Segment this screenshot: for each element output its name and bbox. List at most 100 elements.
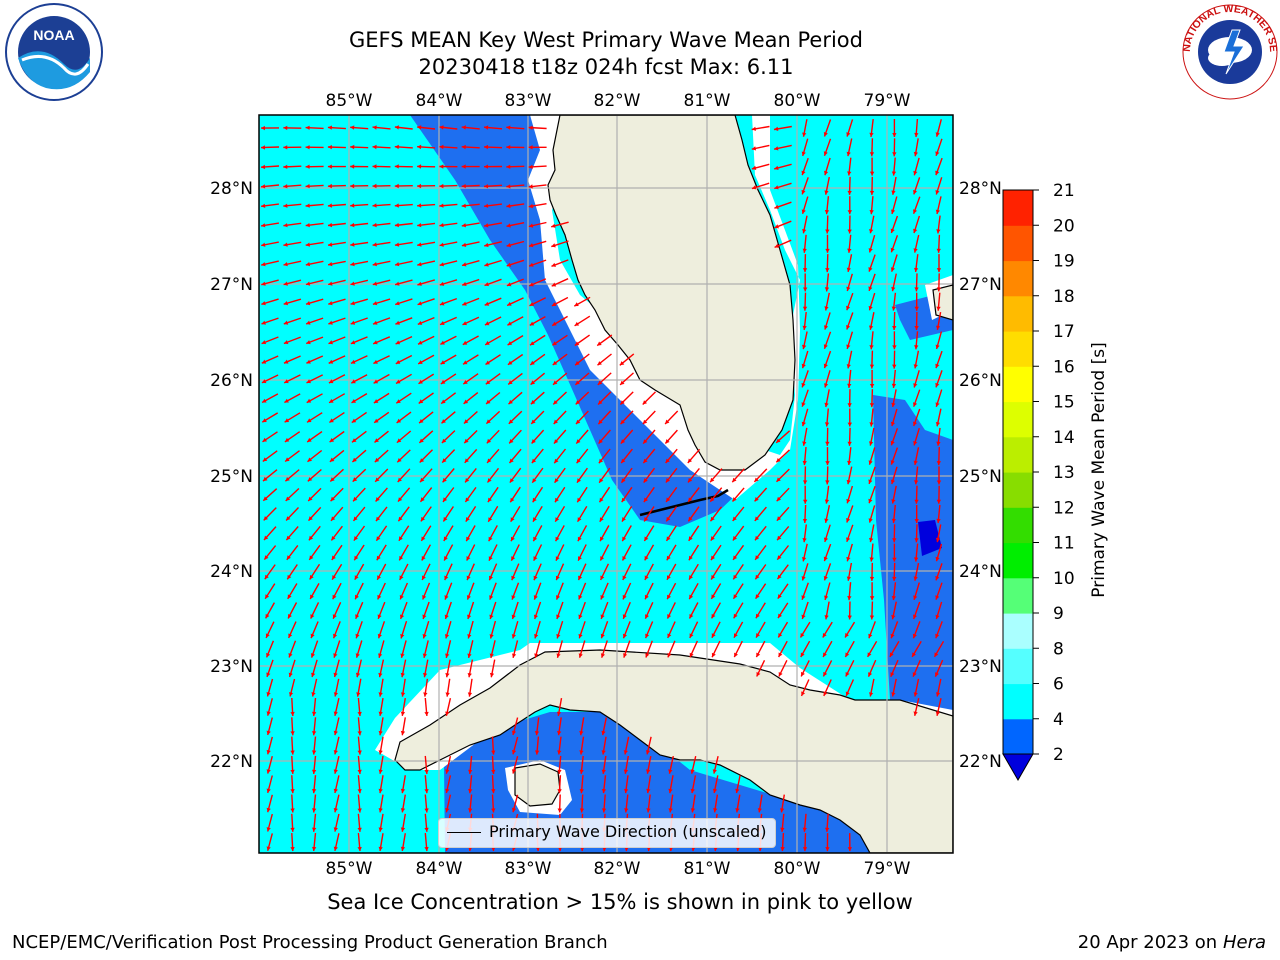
longitude-tick-label: 85°W <box>326 859 373 879</box>
wave-direction-arrow <box>397 506 410 522</box>
wave-direction-arrow <box>417 144 436 150</box>
wave-direction-arrow <box>688 563 699 580</box>
wave-direction-arrow <box>266 678 274 697</box>
wave-direction-arrow <box>441 430 456 444</box>
wave-direction-arrow <box>732 506 745 522</box>
wave-direction-arrow <box>599 525 610 542</box>
wave-direction-arrow <box>690 794 696 813</box>
wave-direction-arrow <box>913 215 921 234</box>
wave-direction-arrow <box>869 119 874 137</box>
wave-direction-arrow <box>311 678 318 697</box>
wave-direction-arrow <box>890 428 899 446</box>
wave-direction-arrow <box>287 621 297 639</box>
wave-direction-arrow <box>306 393 323 404</box>
wave-direction-arrow <box>892 562 897 581</box>
wave-direction-arrow <box>869 543 874 562</box>
latitude-tick-label: 28°N <box>210 179 253 199</box>
wave-direction-arrow <box>666 563 677 581</box>
wave-direction-arrow <box>328 336 346 345</box>
florida-keys <box>639 488 729 517</box>
wave-direction-arrow <box>755 602 766 619</box>
wave-direction-arrow <box>556 601 564 620</box>
wave-direction-arrow <box>823 138 832 157</box>
wave-direction-arrow <box>333 678 340 697</box>
wave-direction-arrow <box>754 564 767 580</box>
wave-direction-arrow <box>491 794 496 813</box>
wave-direction-arrow <box>710 525 722 542</box>
colorbar-segment <box>1003 436 1033 473</box>
wave-direction-arrow <box>914 524 919 543</box>
wave-direction-arrow <box>913 601 921 620</box>
latitude-tick-label: 24°N <box>210 562 253 582</box>
wave-direction-arrow <box>327 260 346 267</box>
colorbar-tick-label: 9 <box>1053 604 1064 624</box>
wave-direction-arrow <box>936 215 941 234</box>
wave-direction-arrow <box>333 775 340 794</box>
wave-direction-arrow <box>574 334 591 347</box>
wave-direction-arrow <box>264 564 276 580</box>
wave-direction-arrow <box>688 544 700 561</box>
wave-direction-arrow <box>532 505 543 523</box>
wave-direction-arrow <box>488 563 498 581</box>
wave-direction-arrow <box>620 448 633 464</box>
wave-direction-arrow <box>847 157 852 176</box>
wave-direction-arrow <box>357 794 362 813</box>
wave-direction-arrow <box>846 331 854 350</box>
wave-direction-arrow <box>847 601 852 620</box>
wave-direction-arrow <box>310 640 319 658</box>
wave-direction-arrow <box>755 621 766 638</box>
wave-direction-arrow <box>912 196 921 214</box>
wave-direction-arrow <box>803 466 808 485</box>
wave-direction-arrow <box>622 621 631 639</box>
wave-direction-arrow <box>467 640 474 659</box>
wave-direction-arrow <box>869 601 875 620</box>
wave-direction-arrow <box>419 449 433 463</box>
wave-direction-arrow <box>555 582 564 600</box>
wave-direction-arrow <box>711 640 721 658</box>
wave-direction-arrow <box>847 833 852 852</box>
wave-direction-arrow <box>284 431 301 443</box>
wave-direction-arrow <box>328 317 346 325</box>
wave-direction-arrow <box>619 372 634 386</box>
wave-direction-arrow <box>306 355 324 364</box>
wave-direction-arrow <box>936 466 942 485</box>
wave-direction-arrow <box>936 485 941 504</box>
wave-direction-arrow <box>577 525 588 542</box>
wave-direction-arrow <box>372 144 391 150</box>
wave-direction-arrow <box>483 222 503 228</box>
wave-direction-arrow <box>687 448 701 464</box>
wave-direction-arrow <box>466 563 475 581</box>
wave-direction-arrow <box>461 125 480 130</box>
wave-direction-arrow <box>914 292 919 311</box>
wave-direction-arrow <box>350 144 369 150</box>
wave-direction-arrow <box>533 563 542 581</box>
wave-direction-arrow <box>372 317 391 325</box>
wave-direction-arrow <box>599 544 610 561</box>
colorbar-tick-label: 17 <box>1053 322 1075 342</box>
wave-direction-arrow <box>464 448 478 464</box>
wave-direction-arrow <box>486 429 500 444</box>
footer-date: 20 Apr 2023 on Hera <box>1078 932 1266 953</box>
wave-direction-arrow <box>802 543 808 562</box>
wave-direction-arrow <box>506 184 525 189</box>
wave-direction-arrow <box>372 183 391 189</box>
wave-direction-arrow <box>890 659 899 677</box>
wave-direction-arrow <box>869 312 875 330</box>
wave-direction-arrow <box>710 583 722 600</box>
wave-direction-arrow <box>357 755 362 774</box>
wave-direction-arrow <box>350 222 369 228</box>
wave-direction-arrow <box>891 196 898 215</box>
wave-direction-arrow <box>914 311 919 331</box>
wave-direction-arrow <box>440 373 457 385</box>
wave-direction-arrow <box>307 506 322 522</box>
wave-direction-arrow <box>395 373 412 385</box>
wave-direction-arrow <box>824 176 830 195</box>
wave-direction-arrow <box>355 640 363 658</box>
wave-direction-arrow <box>375 506 388 522</box>
wave-direction-arrow <box>801 196 809 215</box>
wave-direction-arrow <box>845 679 855 697</box>
wave-direction-arrow <box>261 241 279 247</box>
wave-direction-arrow <box>578 601 586 620</box>
wave-direction-arrow <box>869 678 875 697</box>
wave-direction-arrow <box>290 717 295 736</box>
